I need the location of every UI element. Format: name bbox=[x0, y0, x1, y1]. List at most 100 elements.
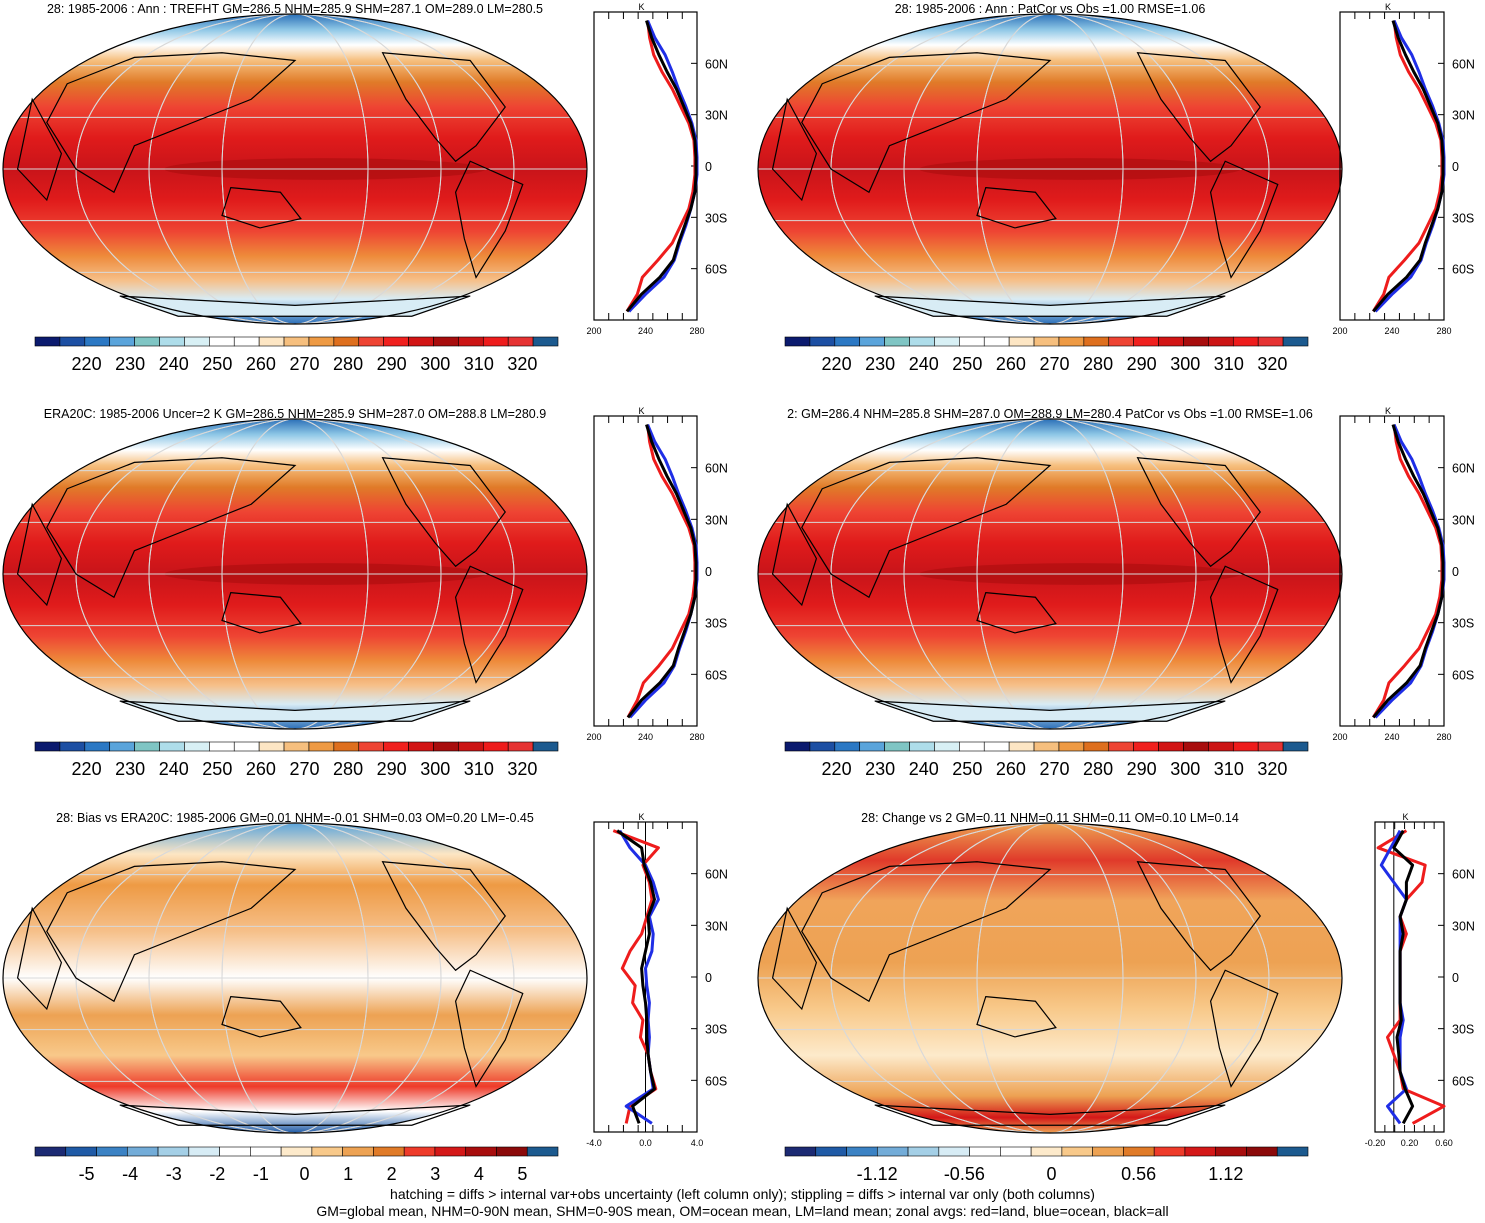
zonal-xtick-label: 200 bbox=[1332, 326, 1347, 336]
colorbar-swatch bbox=[1083, 741, 1110, 752]
zonal-lat-label: 0 bbox=[1452, 565, 1459, 579]
colorbar-swatch bbox=[934, 741, 960, 752]
colorbar-swatch bbox=[784, 741, 811, 752]
coastline bbox=[381, 861, 506, 972]
colorbar-label: 310 bbox=[464, 354, 494, 374]
zonal-lat-label: 30N bbox=[705, 109, 728, 123]
coastline bbox=[454, 565, 524, 684]
colorbar-swatch bbox=[496, 1146, 528, 1157]
zonal-xtick-label: 280 bbox=[689, 326, 704, 336]
zonal-lat-label: 30N bbox=[1452, 109, 1475, 123]
colorbar-swatch bbox=[1246, 1146, 1278, 1157]
colorbar-swatch bbox=[526, 1146, 559, 1157]
colorbar-swatch bbox=[482, 741, 509, 752]
zonal-lat-label: 0 bbox=[705, 160, 712, 174]
coastline bbox=[874, 700, 1226, 722]
colorbar-swatch bbox=[834, 741, 861, 752]
zonal-xtick-label: -4.0 bbox=[586, 1138, 602, 1148]
zonal-lat-label: 60S bbox=[1452, 263, 1474, 277]
zonal-unit-label: K bbox=[638, 2, 644, 12]
colorbar-label: 250 bbox=[202, 354, 232, 374]
colorbar-swatch bbox=[959, 741, 985, 752]
coastline bbox=[976, 591, 1057, 634]
map-border bbox=[2, 13, 588, 325]
colorbar-swatch bbox=[134, 741, 160, 752]
colorbar-swatch bbox=[938, 1146, 970, 1157]
colorbar-swatch bbox=[1108, 336, 1134, 347]
zonal-line-all bbox=[625, 20, 698, 313]
colorbar-label: 310 bbox=[464, 759, 494, 779]
colorbar-swatch bbox=[959, 336, 985, 347]
colorbar-swatch bbox=[184, 741, 210, 752]
colorbar-label: 250 bbox=[952, 759, 982, 779]
colorbar-swatch bbox=[1058, 741, 1085, 752]
zonal-lat-label: 60N bbox=[1452, 462, 1475, 476]
colorbar-swatch bbox=[1123, 1146, 1155, 1157]
zonal-lat-label: 60N bbox=[1452, 868, 1475, 882]
coastline bbox=[46, 457, 297, 599]
colorbar-swatch bbox=[109, 741, 135, 752]
zonal-unit-label: K bbox=[1402, 812, 1408, 822]
colorbar-label: -0.56 bbox=[944, 1164, 985, 1184]
zonal-lat-label: 60S bbox=[1452, 668, 1474, 682]
colorbar-swatch bbox=[358, 741, 384, 752]
colorbar-label: 310 bbox=[1214, 354, 1244, 374]
colorbar-swatch bbox=[884, 741, 910, 752]
panel-6: 28: Change vs 2 GM=0.11 NHM=0.11 SHM=0.1… bbox=[757, 811, 1475, 1184]
colorbar-swatch bbox=[809, 741, 836, 752]
panel-title: ERA20C: 1985-2006 Uncer=2 K GM=286.5 NHM… bbox=[44, 407, 546, 421]
colorbar-swatch bbox=[1083, 336, 1110, 347]
colorbar-label: 300 bbox=[1170, 759, 1200, 779]
colorbar-swatch bbox=[126, 1146, 159, 1157]
colorbar-label: 290 bbox=[1127, 354, 1157, 374]
colorbar-swatch bbox=[809, 336, 836, 347]
colorbar-swatch bbox=[1033, 336, 1060, 347]
coastline bbox=[119, 700, 471, 722]
map-border bbox=[757, 418, 1343, 730]
zonal-lat-label: 60N bbox=[705, 462, 728, 476]
colorbar-swatch bbox=[311, 1146, 343, 1157]
colorbar-label: -1 bbox=[253, 1164, 269, 1184]
zonal-lat-label: 0 bbox=[1452, 160, 1459, 174]
colorbar-swatch bbox=[96, 1146, 128, 1157]
coastline bbox=[801, 861, 1052, 1003]
colorbar-swatch bbox=[403, 1146, 436, 1157]
panel-4: 2: GM=286.4 NHM=285.8 SHM=287.0 OM=288.9… bbox=[757, 406, 1475, 779]
colorbar-label: -4 bbox=[122, 1164, 138, 1184]
colorbar-swatch bbox=[1000, 1146, 1032, 1157]
colorbar-label: 4 bbox=[474, 1164, 484, 1184]
colorbar-swatch bbox=[1282, 336, 1309, 347]
coastline bbox=[119, 1104, 471, 1126]
colorbar-swatch bbox=[188, 1146, 220, 1157]
colorbar-label: 220 bbox=[822, 759, 852, 779]
colorbar-swatch bbox=[59, 336, 86, 347]
colorbar-label: 300 bbox=[420, 759, 450, 779]
colorbar-label: 290 bbox=[377, 354, 407, 374]
colorbar-swatch bbox=[1183, 741, 1209, 752]
colorbar-label: 240 bbox=[909, 759, 939, 779]
colorbar-label: 0 bbox=[1046, 1164, 1056, 1184]
colorbar-swatch bbox=[358, 336, 384, 347]
colorbar-swatch bbox=[209, 336, 235, 347]
colorbar-swatch bbox=[109, 336, 135, 347]
zonal-lat-label: 60N bbox=[705, 57, 728, 71]
zonal-xtick-label: 240 bbox=[638, 732, 653, 742]
colorbar-label: 230 bbox=[865, 354, 895, 374]
colorbar-swatch bbox=[1061, 1146, 1093, 1157]
zonal-lat-label: 60N bbox=[705, 868, 728, 882]
coastline bbox=[381, 457, 506, 568]
coastline bbox=[771, 906, 818, 1011]
colorbar-swatch bbox=[846, 1146, 878, 1157]
map-border bbox=[2, 418, 588, 730]
colorbar-swatch bbox=[433, 336, 459, 347]
zonal-xtick-label: 240 bbox=[1384, 732, 1399, 742]
colorbar-label: 1.12 bbox=[1208, 1164, 1243, 1184]
colorbar-swatch bbox=[983, 741, 1010, 752]
colorbar-swatch bbox=[1183, 336, 1209, 347]
coastline bbox=[46, 861, 297, 1003]
colorbar-label: -5 bbox=[79, 1164, 95, 1184]
zonal-xtick-label: 0.0 bbox=[639, 1138, 652, 1148]
colorbar-swatch bbox=[84, 741, 111, 752]
zonal-xtick-label: 0.20 bbox=[1401, 1138, 1419, 1148]
